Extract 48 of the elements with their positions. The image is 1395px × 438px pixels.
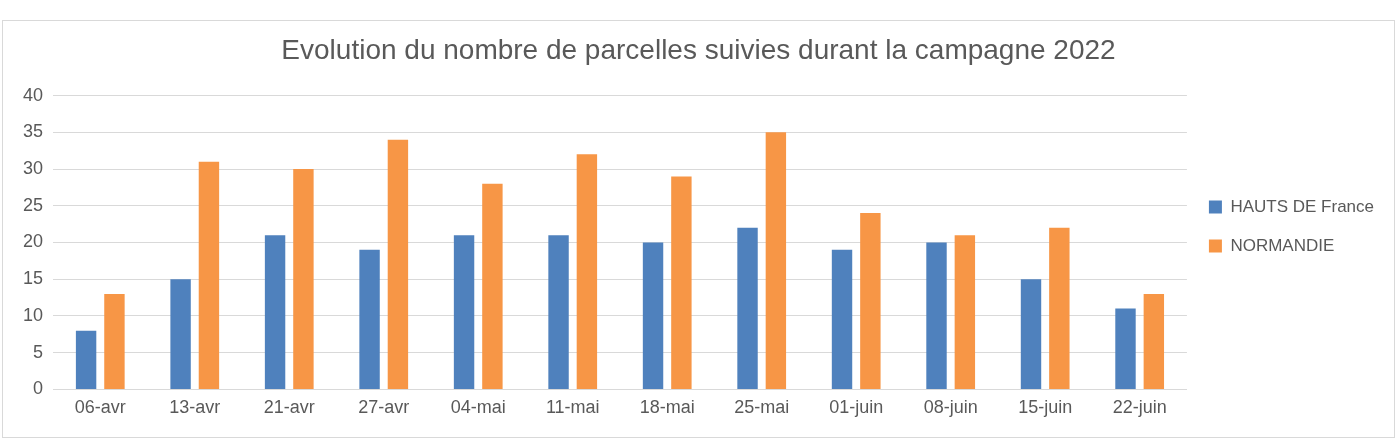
y-tick-label: 0 [33, 378, 44, 399]
bar [926, 242, 947, 389]
bar [387, 139, 409, 389]
bar [264, 235, 286, 389]
y-tick-label: 25 [22, 194, 44, 215]
x-tick-label: 01-juin [829, 397, 884, 418]
bar [75, 330, 97, 389]
bar [642, 242, 664, 389]
bar [954, 235, 976, 389]
y-tick-label: 15 [22, 268, 44, 289]
x-tick-label: 13-avr [169, 397, 221, 418]
legend-label: HAUTS DE France [1230, 196, 1375, 216]
x-tick-label: 25-mai [734, 397, 790, 418]
bar [576, 154, 598, 389]
y-tick-label: 5 [33, 341, 44, 362]
y-tick-label: 40 [22, 84, 44, 105]
x-tick-label: 22-juin [1112, 397, 1167, 418]
bar [359, 249, 380, 389]
x-tick-label: 04-mai [450, 397, 506, 418]
bar [548, 235, 569, 389]
bar [737, 227, 758, 389]
bar [1115, 308, 1136, 389]
x-tick-label: 18-mai [639, 397, 695, 418]
bar [831, 249, 853, 389]
legend-label: NORMANDIE [1230, 235, 1335, 255]
bar [170, 279, 191, 389]
bar [482, 183, 503, 389]
y-tick-label: 20 [22, 231, 44, 252]
y-tick-label: 10 [22, 304, 44, 325]
x-tick-label: 08-juin [923, 397, 978, 418]
bar [1143, 293, 1165, 389]
x-tick-label: 21-avr [263, 397, 315, 418]
y-tick-label: 30 [22, 158, 44, 179]
bar [453, 235, 475, 389]
x-tick-label: 06-avr [74, 397, 126, 418]
bar [860, 213, 881, 389]
chart-title: Evolution du nombre de parcelles suivies durant la campagne 2022 [281, 33, 1116, 65]
bar [1049, 227, 1070, 389]
bar [671, 176, 692, 389]
x-tick-label: 11-mai [545, 397, 600, 418]
bar [104, 293, 125, 389]
bar [765, 132, 787, 389]
bar [293, 169, 314, 389]
x-tick-label: 15-juin [1018, 397, 1073, 418]
x-tick-label: 27-avr [358, 397, 410, 418]
bar [1020, 279, 1042, 389]
bar [198, 161, 220, 389]
y-tick-label: 35 [22, 121, 44, 142]
